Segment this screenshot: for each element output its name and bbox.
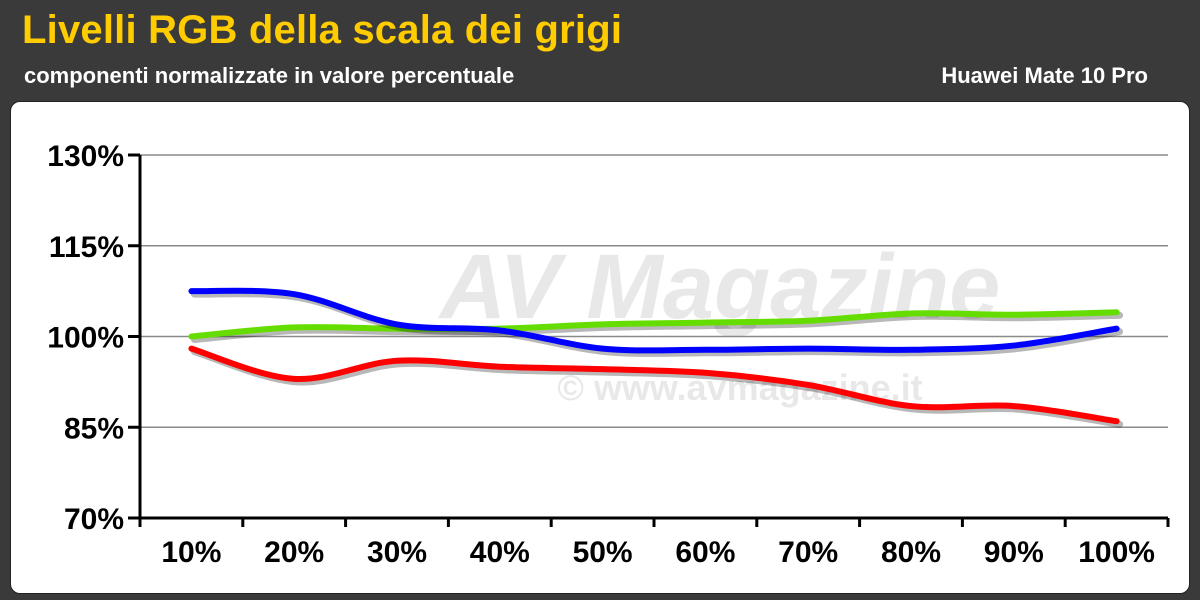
x-tick-label: 30% — [367, 536, 427, 569]
x-tick-label: 70% — [778, 536, 838, 569]
chart-header: Livelli RGB della scala dei grigi compon… — [0, 0, 1200, 100]
device-name: Huawei Mate 10 Pro — [941, 63, 1148, 88]
y-tick-label: 100% — [47, 322, 124, 355]
x-tick-label: 100% — [1078, 536, 1155, 569]
x-tick-label: 90% — [984, 536, 1044, 569]
series-green-line — [188, 309, 1120, 340]
y-tick-label: 115% — [49, 231, 124, 264]
x-tick-label: 80% — [881, 536, 941, 569]
x-tick-label: 20% — [264, 536, 324, 569]
chart-title: Livelli RGB della scala dei grigi — [22, 8, 623, 52]
x-tick-label: 50% — [573, 536, 633, 569]
y-tick-label: 70% — [64, 503, 124, 536]
y-tick-label: 130% — [47, 140, 124, 173]
x-tick-label: 10% — [161, 536, 221, 569]
series-blue-line — [188, 287, 1120, 354]
x-tick-label: 60% — [675, 536, 735, 569]
chart-subtitle: componenti normalizzate in valore percen… — [24, 63, 515, 88]
y-tick-label: 85% — [64, 412, 124, 445]
x-tick-label: 40% — [470, 536, 530, 569]
series-red-line — [188, 345, 1120, 425]
